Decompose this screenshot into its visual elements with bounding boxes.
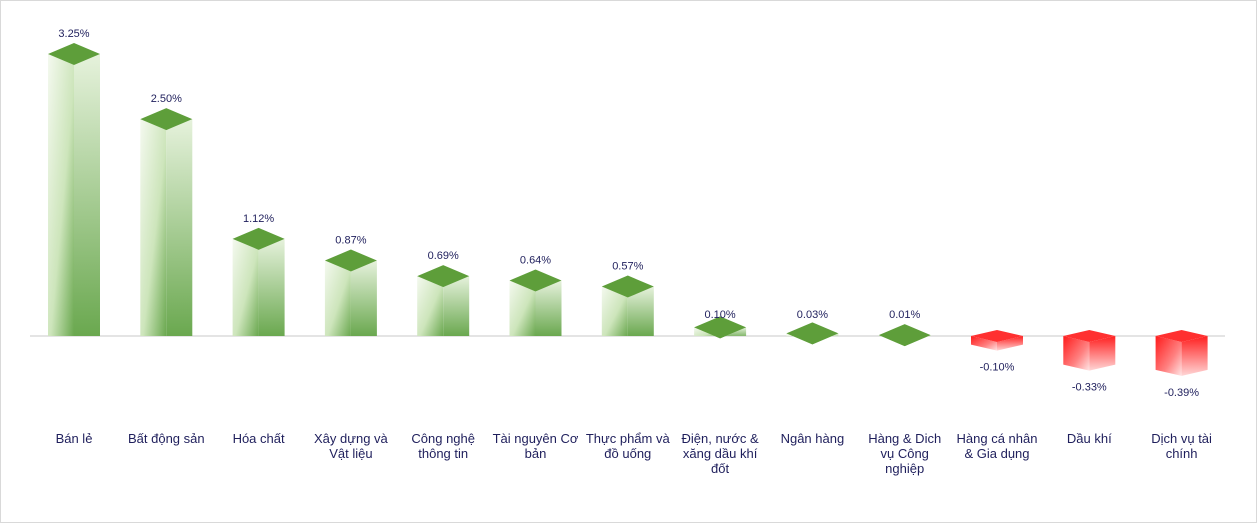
bar-top — [1063, 330, 1116, 342]
bar-face-right — [535, 280, 562, 336]
category-label-line: Công nghệ — [411, 431, 475, 446]
bar-face-right — [166, 119, 193, 336]
category-label-line: Dịch vụ tài — [1151, 431, 1212, 446]
data-label: -0.33% — [1072, 382, 1107, 394]
category-label-line: Dầu khí — [1067, 431, 1112, 446]
bar-top — [417, 265, 470, 288]
category-label-line: chính — [1166, 446, 1198, 461]
category-label: Bán lẻ — [56, 431, 93, 446]
bar-top — [878, 324, 931, 347]
category-label: Thực phẩm và đồ uống — [586, 431, 671, 461]
data-label: -0.10% — [980, 362, 1015, 374]
category-label: Hóa chất — [233, 431, 285, 446]
category-label: Ngân hàng — [781, 431, 845, 446]
bar-top — [232, 227, 285, 250]
bar-top — [694, 316, 747, 339]
category-label-line: nghiệp — [885, 461, 924, 476]
category-label: Điện, nước & xăng dầu khí đốt — [681, 431, 759, 476]
category-label: Tài nguyên Cơ bản — [493, 431, 579, 461]
category-label-line: Hóa chất — [233, 431, 285, 446]
category-label-line: Thực phẩm và — [586, 431, 671, 446]
category-label-line: Tài nguyên Cơ — [493, 431, 579, 446]
bar-face-right — [1089, 336, 1116, 371]
bar-face-right — [258, 238, 285, 336]
category-label: Dầu khí — [1067, 431, 1112, 446]
category-label-line: xăng dầu khí — [683, 446, 758, 461]
category-label: Dịch vụ tài chính — [1151, 431, 1212, 461]
data-label: -0.39% — [1164, 387, 1199, 399]
bar-face-right — [997, 336, 1023, 351]
category-label-line: Hàng cá nhân — [957, 431, 1038, 446]
bar — [971, 330, 1023, 351]
bar-top — [324, 249, 377, 272]
data-label: 1.12% — [243, 213, 274, 225]
data-label: 0.69% — [428, 250, 459, 262]
bar-top — [48, 43, 100, 65]
data-label: 0.10% — [704, 309, 735, 321]
bar-face-left — [48, 54, 74, 336]
bar-face-left — [417, 276, 444, 336]
bar-top — [786, 322, 839, 345]
data-label: 0.01% — [889, 309, 920, 321]
data-label: 0.57% — [612, 261, 643, 273]
category-label-line: Bán lẻ — [56, 431, 93, 446]
bar-face-left — [1063, 336, 1090, 371]
category-label: Công nghệ thông tin — [411, 431, 475, 461]
bar-face-right — [74, 54, 100, 336]
category-label: Bất động sản — [128, 431, 205, 446]
bar-face-right — [350, 260, 377, 336]
bar — [786, 322, 839, 345]
bar — [601, 275, 654, 336]
category-label-line: Xây dựng và — [314, 431, 389, 446]
bar-top — [509, 269, 562, 292]
bar-face-left — [140, 119, 167, 336]
category-label-line: Điện, nước & — [681, 431, 759, 446]
bar-top — [601, 275, 654, 298]
bar-face-left — [971, 336, 997, 351]
bar-face-left — [232, 238, 259, 336]
category-label-line: vụ Công — [880, 446, 928, 461]
data-label: 2.50% — [151, 93, 182, 105]
data-label: 0.87% — [335, 235, 366, 247]
bar — [48, 43, 100, 336]
category-label-line: thông tin — [418, 446, 468, 461]
category-label-line: đồ uống — [604, 446, 651, 461]
category-label-line: & Gia dụng — [964, 446, 1029, 461]
bar-face-left — [324, 260, 351, 336]
bar — [324, 249, 377, 336]
category-label-line: đốt — [711, 461, 729, 476]
category-label-line: Bất động sản — [128, 431, 205, 446]
data-label: 0.03% — [797, 309, 828, 321]
data-label: 0.64% — [520, 254, 551, 266]
category-label: Hàng & Dich vụ Công nghiệp — [868, 431, 941, 476]
bar — [694, 316, 747, 339]
bar-top — [1155, 330, 1208, 342]
bar-top — [140, 108, 193, 131]
category-label-line: Ngân hàng — [781, 431, 845, 446]
category-label-line: bản — [525, 446, 547, 461]
category-label: Hàng cá nhân & Gia dụng — [957, 431, 1038, 461]
bar-top — [971, 330, 1023, 342]
bar-face-right — [1181, 336, 1208, 376]
bar — [509, 269, 562, 336]
category-label-line: Vật liệu — [329, 446, 372, 461]
bar — [140, 108, 193, 336]
bar — [1063, 330, 1116, 371]
bar — [232, 227, 285, 336]
bar — [417, 265, 470, 336]
bar-face-left — [509, 280, 536, 336]
bar-face-left — [601, 286, 628, 336]
data-label: 3.25% — [58, 28, 89, 40]
category-label: Xây dựng và Vật liệu — [314, 431, 389, 461]
bar — [1155, 330, 1208, 376]
bar-face-right — [627, 286, 654, 336]
bar-face-left — [1155, 336, 1182, 376]
bar — [878, 324, 931, 347]
category-label-line: Hàng & Dich — [868, 431, 941, 446]
bar-face-right — [443, 276, 470, 336]
